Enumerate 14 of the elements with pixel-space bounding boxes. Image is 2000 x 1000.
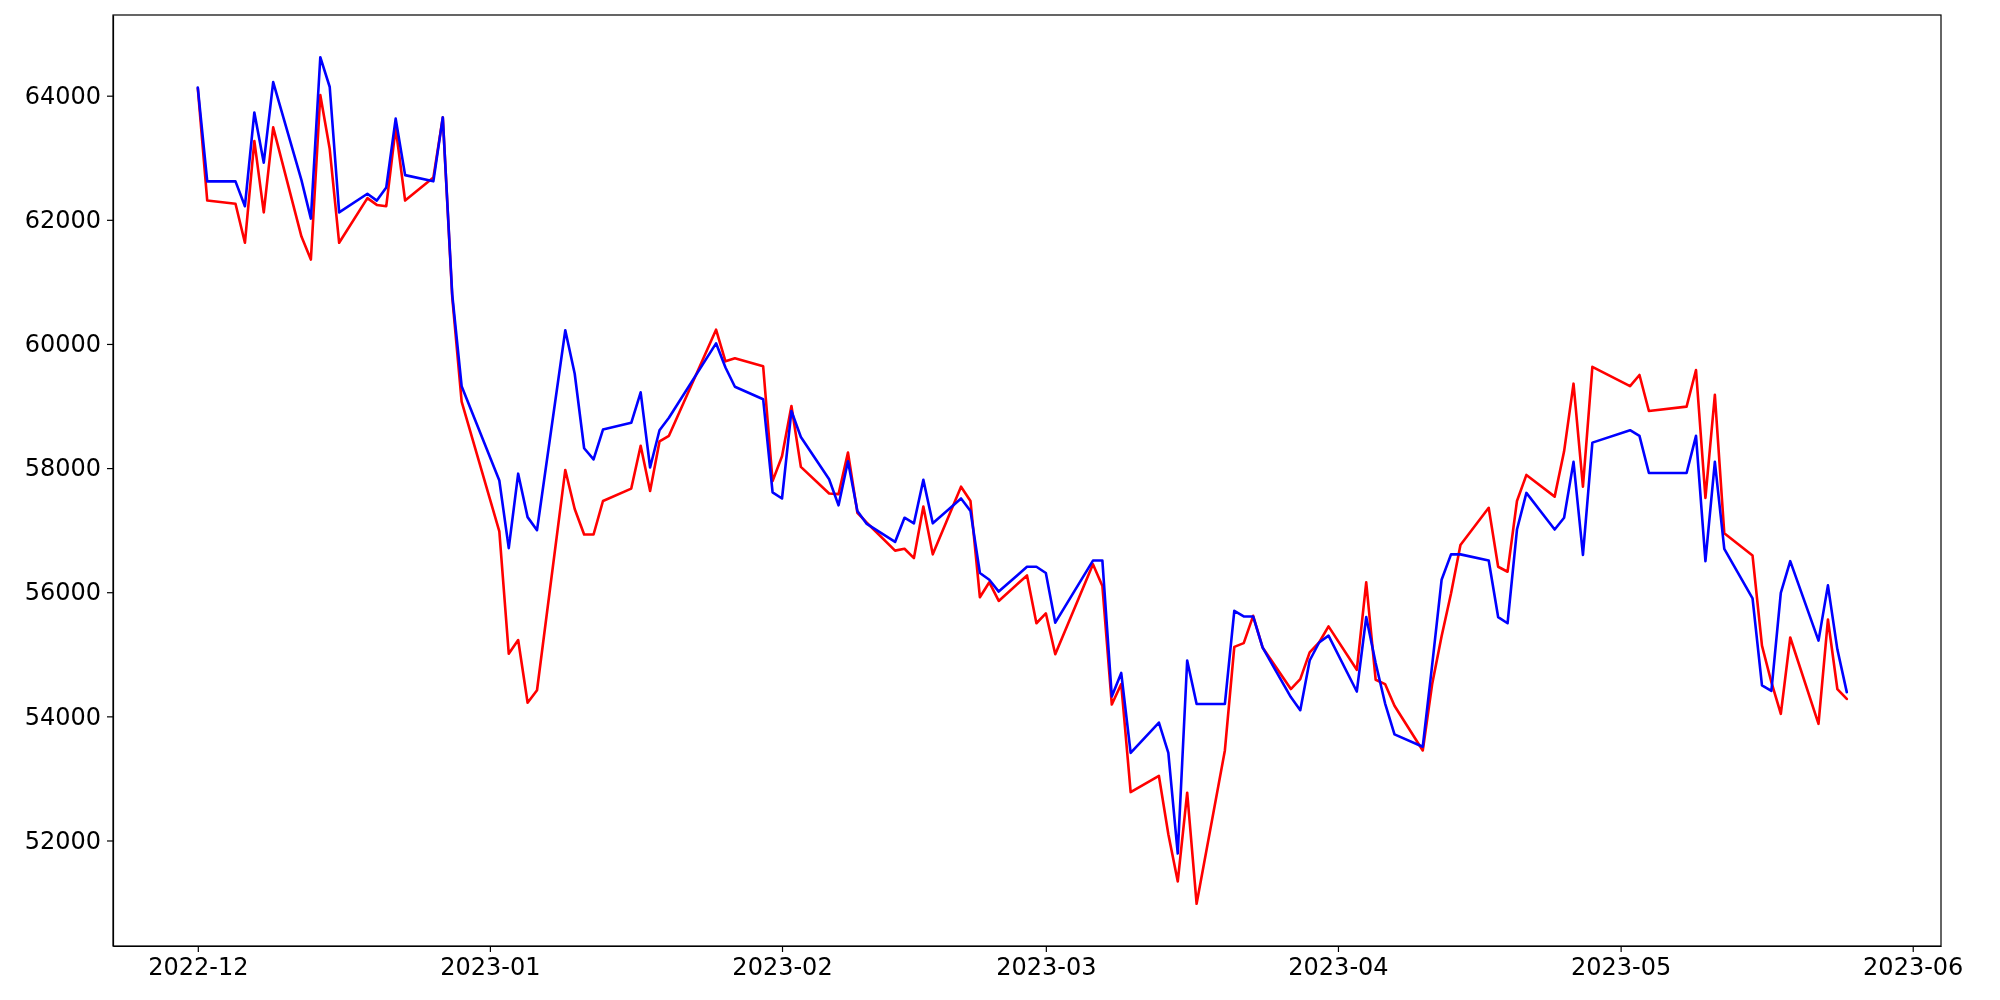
y-tick-label: 62000 — [24, 206, 101, 234]
y-tick-label: 60000 — [24, 330, 101, 359]
x-tick-label: 2023-04 — [1288, 953, 1389, 982]
y-tick-label: 52000 — [24, 826, 101, 855]
y-tick-label: 54000 — [24, 702, 101, 731]
x-tick-label: 2023-06 — [1863, 953, 1964, 982]
x-tick-label: 2022-12 — [148, 953, 249, 982]
y-tick-label: 64000 — [24, 81, 101, 110]
x-tick-label: 2023-05 — [1570, 953, 1672, 982]
x-tick-label: 2023-03 — [996, 953, 1097, 982]
x-tick-label: 2023-02 — [732, 953, 833, 982]
y-tick-label: 56000 — [24, 578, 101, 607]
x-tick-label: 2023-01 — [440, 953, 541, 982]
y-tick-label: 58000 — [24, 454, 101, 483]
